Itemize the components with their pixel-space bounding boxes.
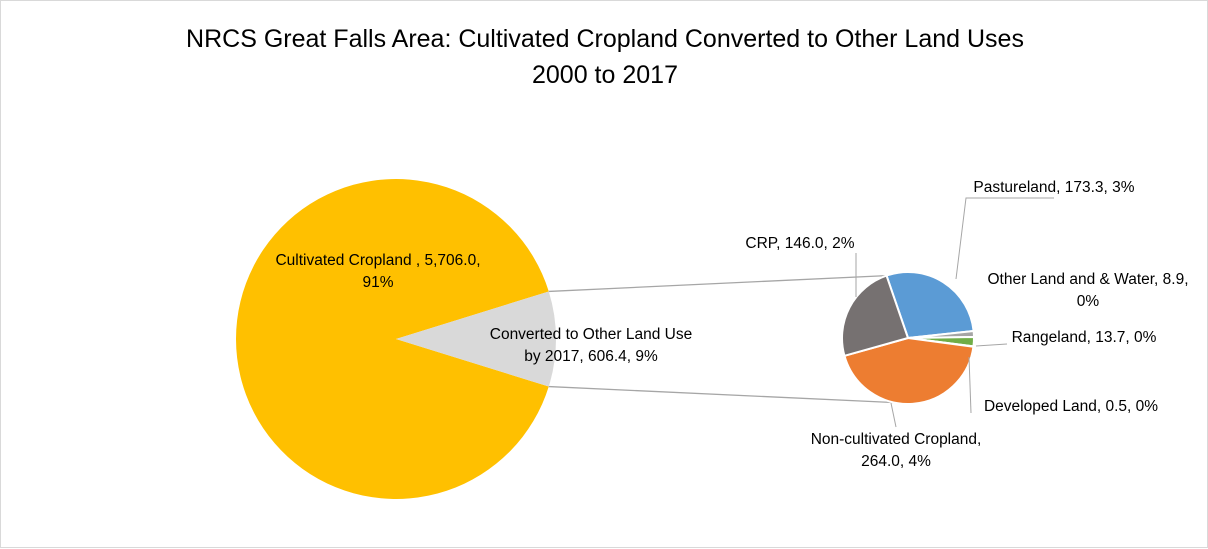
slice-non-cultivated-cropland	[843, 337, 975, 405]
slice-crp	[841, 274, 909, 357]
leader-line-pastureland	[955, 197, 1054, 280]
label-cultivated-cropland: Cultivated Cropland , 5,706.0, 91%	[275, 252, 480, 291]
label-non-cultivated-cropland-line: 264.0, 4%	[861, 453, 931, 470]
label-converted-to-other-land-use-by-2017-line: Converted to Other Land Use	[490, 326, 692, 343]
label-pastureland: Pastureland, 173.3, 3%	[973, 179, 1134, 196]
label-developed-land-line: Developed Land, 0.5, 0%	[984, 398, 1158, 415]
label-crp-line: CRP, 146.0, 2%	[745, 235, 854, 252]
label-cultivated-cropland-line: Cultivated Cropland , 5,706.0,	[275, 252, 480, 269]
connector-lines	[548, 274, 895, 404]
chart-title-line-1: NRCS Great Falls Area: Cultivated Cropla…	[186, 25, 1024, 53]
label-other-land-and-water: Other Land and & Water, 8.9, 0%	[987, 271, 1188, 310]
primary-pie	[236, 179, 557, 500]
label-non-cultivated-cropland: Non-cultivated Cropland, 264.0, 4%	[811, 431, 982, 470]
chart-title: NRCS Great Falls Area: Cultivated Cropla…	[186, 25, 1024, 89]
label-rangeland-line: Rangeland, 13.7, 0%	[1012, 329, 1157, 346]
slice-converted-to-other-land-use-by-2017	[396, 291, 557, 387]
leader-line-rangeland	[975, 343, 1008, 347]
slice-cultivated-cropland	[236, 179, 549, 500]
connector-line-top	[548, 274, 887, 293]
leader-lines	[855, 197, 1054, 428]
leader-line-developed-land	[968, 356, 972, 414]
chart-title-line-2: 2000 to 2017	[532, 61, 678, 89]
label-cultivated-cropland-line: 91%	[362, 274, 393, 291]
label-non-cultivated-cropland-line: Non-cultivated Cropland,	[811, 431, 982, 448]
data-labels: Cultivated Cropland , 5,706.0, 91% Convert…	[275, 179, 1188, 470]
label-rangeland: Rangeland, 13.7, 0%	[1012, 329, 1157, 346]
label-converted-to-other-land-use-by-2017: Converted to Other Land Use by 2017, 606.…	[490, 326, 692, 365]
secondary-pie	[841, 271, 975, 405]
label-pastureland-line: Pastureland, 173.3, 3%	[973, 179, 1134, 196]
label-developed-land: Developed Land, 0.5, 0%	[984, 398, 1158, 415]
connector-line-bottom	[548, 385, 895, 404]
slice-pastureland	[885, 271, 975, 339]
label-other-land-and-water-line: Other Land and & Water, 8.9,	[987, 271, 1188, 288]
leader-line-non-cultivated-cropland	[890, 402, 897, 428]
label-converted-to-other-land-use-by-2017-line: by 2017, 606.4, 9%	[524, 348, 658, 365]
label-crp: CRP, 146.0, 2%	[745, 235, 854, 252]
label-other-land-and-water-line: 0%	[1077, 293, 1100, 310]
